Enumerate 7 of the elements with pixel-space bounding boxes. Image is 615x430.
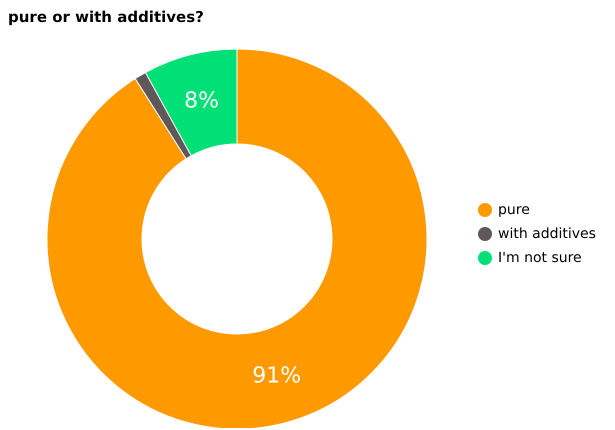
legend-label: with additives <box>498 226 596 242</box>
donut-slice <box>46 48 428 428</box>
data-label: 8% <box>184 88 220 114</box>
chart-title: pure or with additives? <box>8 8 204 26</box>
legend-label: I'm not sure <box>498 250 582 266</box>
legend-label: pure <box>498 202 530 218</box>
data-label: 91% <box>252 363 302 388</box>
